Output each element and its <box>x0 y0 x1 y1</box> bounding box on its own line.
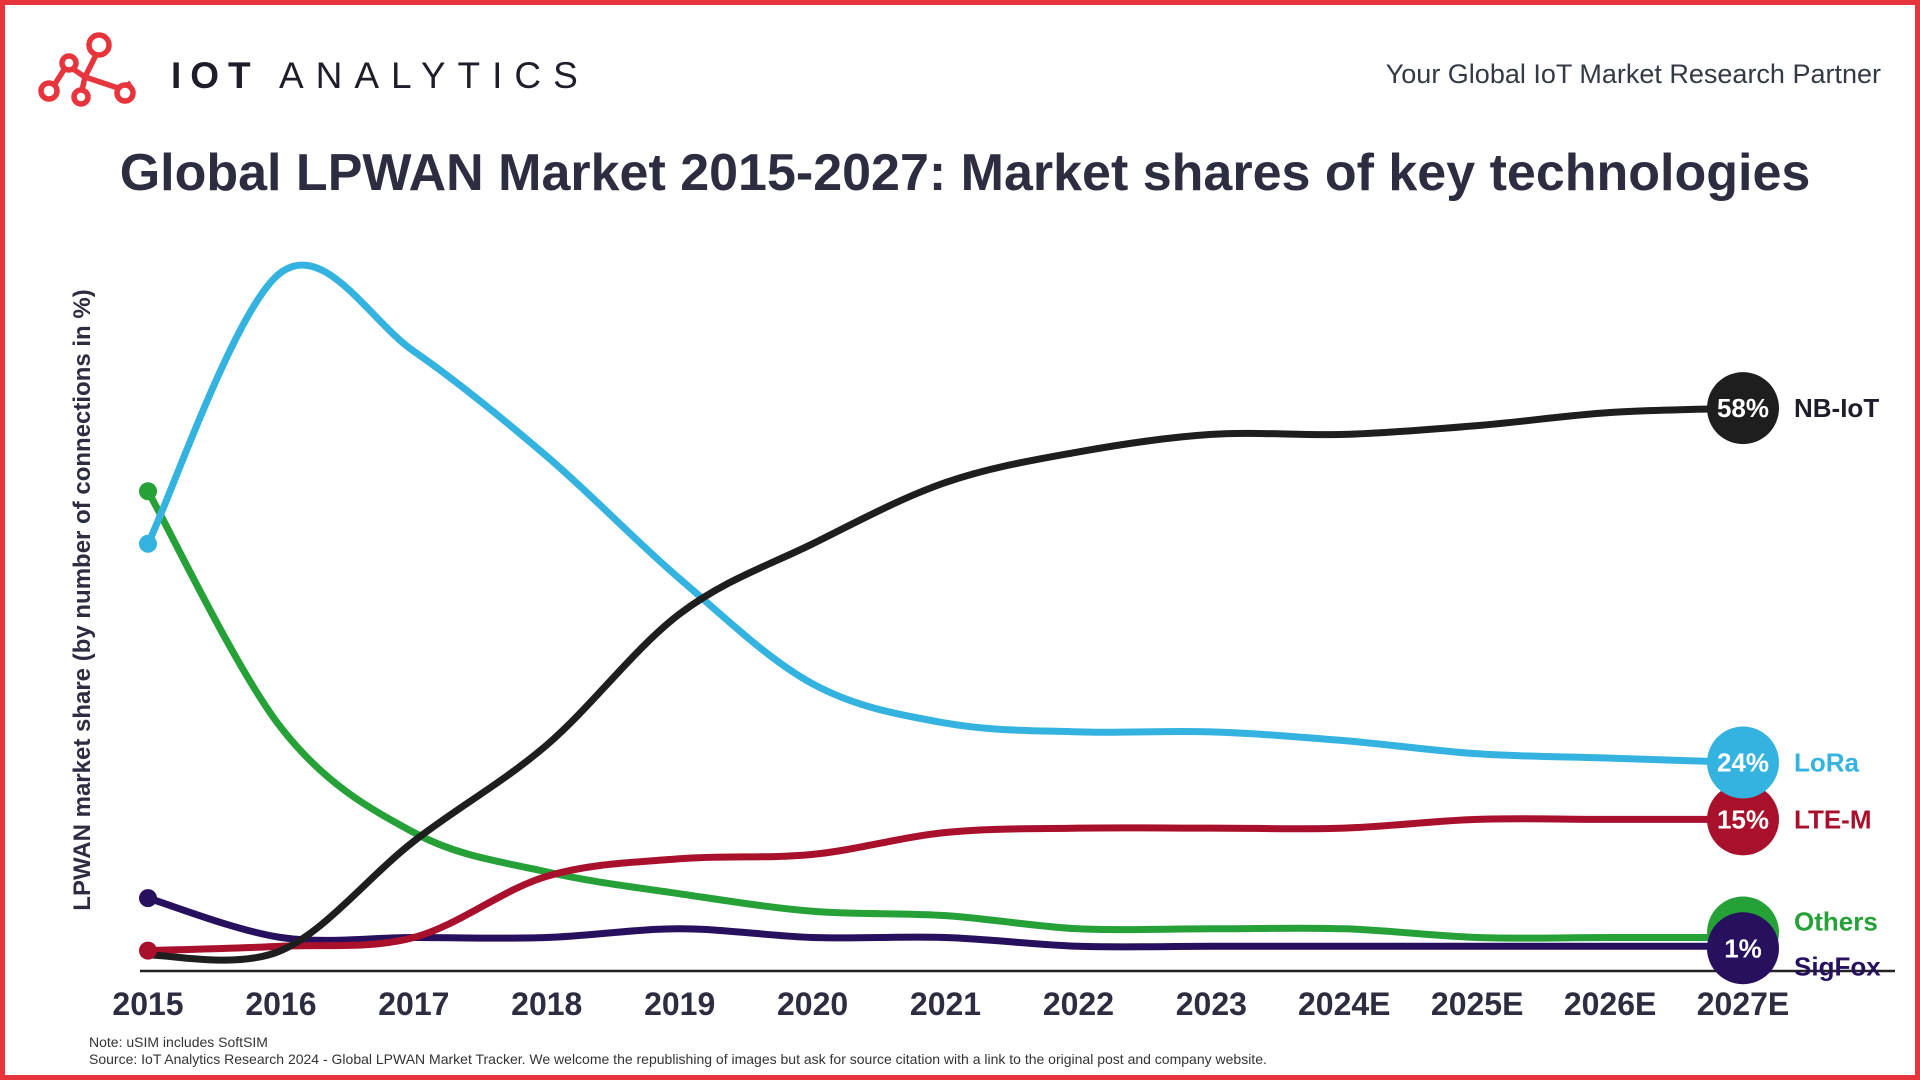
x-tick-label: 2025E <box>1431 986 1524 1022</box>
end-badge-nb-iot <box>1707 372 1779 445</box>
brand-wordmark-iot: IOT <box>171 55 260 96</box>
series-markers <box>139 482 157 960</box>
source-citation: Source: IoT Analytics Research 2024 - Gl… <box>89 1051 1267 1067</box>
x-tick-label: 2021 <box>910 986 981 1022</box>
series-line-lora <box>144 261 1747 766</box>
series-label-lte-m: LTE-M <box>1794 804 1872 834</box>
x-tick-label: 2017 <box>378 986 449 1022</box>
start-marker-lte-m <box>139 941 157 960</box>
logo-graph <box>38 32 136 107</box>
x-axis: 2015 2016 2017 2018 2019 2020 2021 2022 2023 2024… <box>112 969 1895 1022</box>
start-marker-lora <box>139 534 157 553</box>
end-value-nb-iot: 58% <box>1717 393 1769 423</box>
start-marker-others <box>139 482 157 501</box>
chart-title: Global LPWAN Market 2015-2027: Market sh… <box>119 144 1811 202</box>
x-tick-label: 2015 <box>112 986 183 1022</box>
brand-wordmark: IOT ANALYTICS <box>171 55 590 97</box>
end-value-lte-m: 15% <box>1717 804 1769 834</box>
tagline: Your Global IoT Market Research Partner <box>1385 59 1881 89</box>
iot-analytics-logo-icon <box>38 32 136 107</box>
x-tick-label: 2020 <box>777 986 848 1022</box>
x-tick-label: 2027E <box>1697 986 1790 1022</box>
x-tick-label: 2019 <box>644 986 715 1022</box>
series-line-others <box>144 487 1747 942</box>
series-line-nb-iot <box>144 404 1747 964</box>
end-badge-sigfox <box>1707 912 1779 985</box>
brand-wordmark-analytics: ANALYTICS <box>278 55 590 96</box>
x-tick-label: 2023 <box>1176 986 1247 1022</box>
series-label-lora: LoRa <box>1794 748 1860 778</box>
footnote: Note: uSIM includes SoftSIM <box>89 1034 268 1050</box>
end-value-lora: 24% <box>1717 748 1769 778</box>
line-chart: 2015 2016 2017 2018 2019 2020 2021 2022 2023 2024… <box>112 261 1895 1022</box>
x-tick-label: 2026E <box>1564 986 1657 1022</box>
series-line-lte-m <box>144 815 1747 955</box>
series-label-others: Others <box>1794 907 1878 937</box>
x-tick-label: 2022 <box>1043 986 1114 1022</box>
end-badge-lte-m <box>1707 783 1779 856</box>
x-tick-label: 2018 <box>511 986 582 1022</box>
x-tick-label: 2016 <box>245 986 316 1022</box>
x-tick-label: 2024E <box>1298 986 1391 1022</box>
start-marker-sigfox <box>139 889 157 908</box>
end-badge-lora <box>1707 726 1779 799</box>
series-lines <box>144 261 1747 964</box>
series-label-sigfox: SigFox <box>1794 951 1881 981</box>
end-value-sigfox: 1% <box>1724 933 1762 963</box>
series-label-nb-iot: NB-IoT <box>1794 393 1879 423</box>
series-end-labels: Others 1% SigFox 15% LTE-M 24% LoRa 58% NB-IoT <box>1707 372 1881 985</box>
